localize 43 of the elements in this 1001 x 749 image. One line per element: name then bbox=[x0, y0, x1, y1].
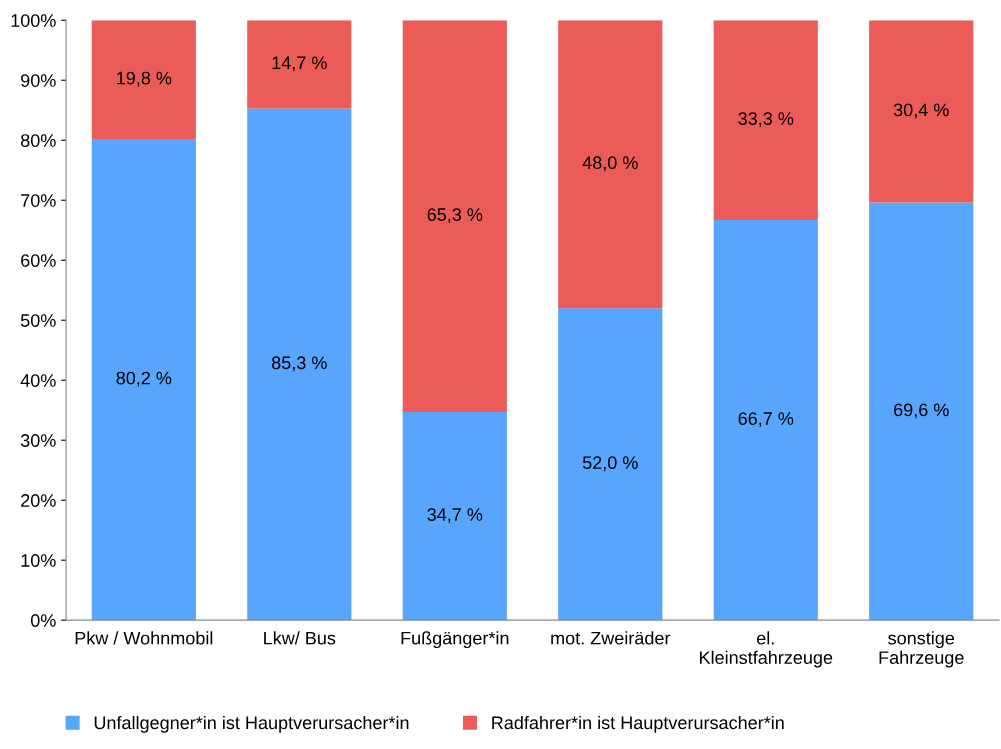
y-tick-label: 50% bbox=[20, 314, 56, 327]
y-tick-label: 80% bbox=[20, 134, 56, 147]
y-tick-label: 10% bbox=[21, 554, 56, 567]
data-label: 66,7 % bbox=[738, 412, 794, 428]
x-tick-label: Fußgänger*in bbox=[401, 631, 509, 649]
bar bbox=[713, 220, 818, 621]
x-tick-label: el. Kleinstfahrzeuge bbox=[700, 631, 833, 668]
x-tick-label: mot. Zweiräder bbox=[551, 631, 671, 645]
data-label: 69,6 % bbox=[894, 403, 949, 419]
bar bbox=[402, 20, 507, 412]
y-tick-label: 20% bbox=[21, 494, 56, 507]
data-label: 48,0 % bbox=[582, 156, 638, 172]
data-label: 52,0 % bbox=[582, 456, 638, 472]
data-label: 30,4 % bbox=[893, 103, 949, 119]
x-tick-label: sonstige Fahrzeuge bbox=[879, 631, 964, 668]
x-tick-label: Lkw/ Bus bbox=[264, 631, 336, 645]
bar bbox=[247, 108, 352, 621]
data-label: 85,3 % bbox=[271, 356, 327, 372]
data-label: 80,2 % bbox=[116, 371, 172, 387]
y-tick-label: 30% bbox=[20, 434, 56, 447]
bar bbox=[91, 20, 196, 140]
bar bbox=[91, 139, 196, 621]
y-tick-label: 100% bbox=[11, 14, 56, 27]
bar bbox=[558, 20, 663, 309]
y-tick-label: 90% bbox=[21, 74, 56, 87]
data-label: 34,7 % bbox=[427, 508, 483, 524]
y-tick-label: 40% bbox=[20, 374, 56, 387]
bar bbox=[869, 20, 974, 203]
legend-label: Unfallgegner*in ist Hauptverursacher*in bbox=[94, 715, 409, 733]
bar bbox=[247, 20, 352, 109]
y-tick-label: 70% bbox=[21, 194, 56, 207]
bar bbox=[869, 202, 974, 621]
y-tick-label: 0% bbox=[30, 614, 56, 627]
data-label: 65,3 % bbox=[427, 208, 483, 224]
legend-label: Radfahrer*in ist Hauptverursacher*in bbox=[492, 715, 784, 733]
bar bbox=[558, 308, 663, 621]
data-label: 14,7 % bbox=[272, 56, 327, 72]
bar bbox=[713, 20, 818, 221]
data-label: 33,3 % bbox=[738, 112, 794, 128]
data-label: 19,8 % bbox=[117, 71, 172, 87]
y-tick-label: 60% bbox=[21, 254, 56, 267]
bar bbox=[402, 411, 507, 621]
x-tick-label: Pkw / Wohnmobil bbox=[75, 631, 213, 645]
